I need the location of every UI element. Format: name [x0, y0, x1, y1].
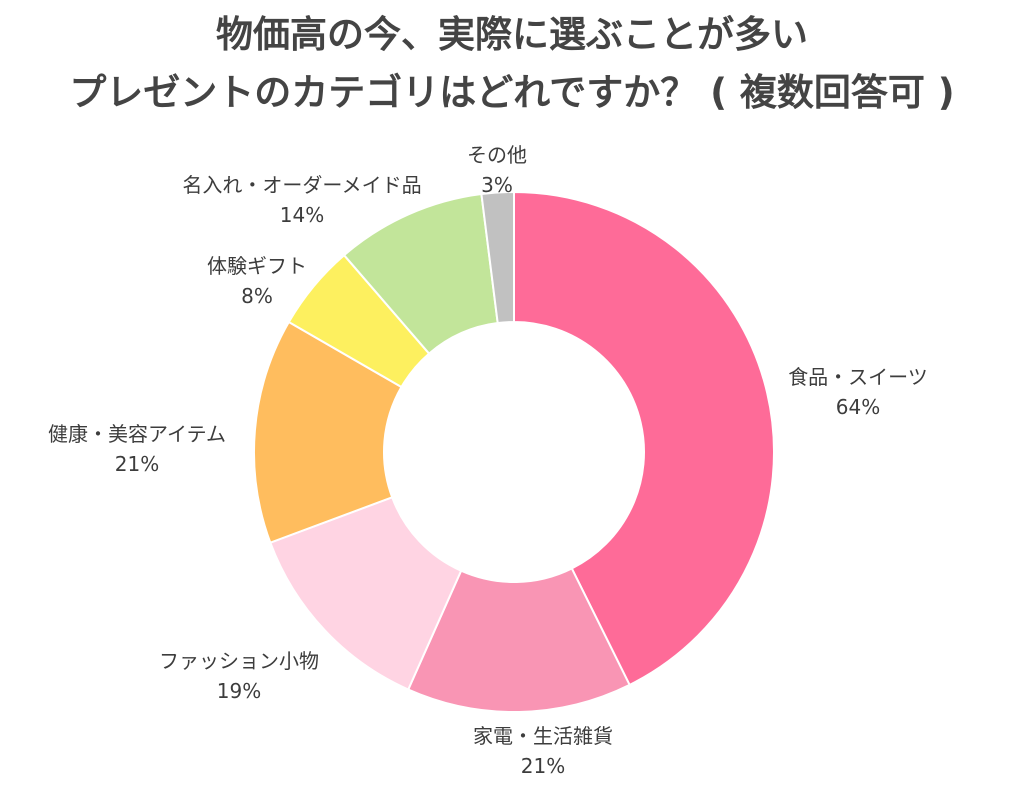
slice-label: 名入れ・オーダーメイド品 [182, 173, 421, 197]
slice-label: 健康・美容アイテム [48, 422, 226, 446]
chart-title: 物価高の今、実際に選ぶことが多い プレゼントのカテゴリはどれですか？ ( 複数回… [0, 6, 1024, 122]
donut-slice [406, 567, 631, 713]
donut-slice [513, 190, 775, 687]
slice-percent-label: 21% [521, 754, 565, 778]
slice-percent-label: 8% [241, 284, 273, 308]
slice-label: 体験ギフト [207, 254, 307, 278]
chart-title-line-2: プレゼントのカテゴリはどれですか？ ( 複数回答可 ) [69, 71, 955, 114]
slice-percent-label: 19% [217, 679, 261, 703]
slice-percent-label: 64% [836, 395, 880, 419]
slice-percent-label: 21% [115, 452, 159, 476]
slice-label: 家電・生活雑貨 [473, 724, 613, 748]
slice-percent-label: 14% [280, 203, 324, 227]
slice-label: その他 [467, 143, 527, 167]
donut-slice [269, 496, 463, 691]
donut-slice [480, 190, 515, 325]
donut-slice [253, 320, 403, 544]
slice-label: ファッション小物 [159, 649, 319, 673]
slice-percent-label: 3% [481, 173, 513, 197]
chart-title-line-1: 物価高の今、実際に選ぶことが多い [216, 13, 808, 56]
slice-label: 食品・スイーツ [788, 365, 928, 389]
